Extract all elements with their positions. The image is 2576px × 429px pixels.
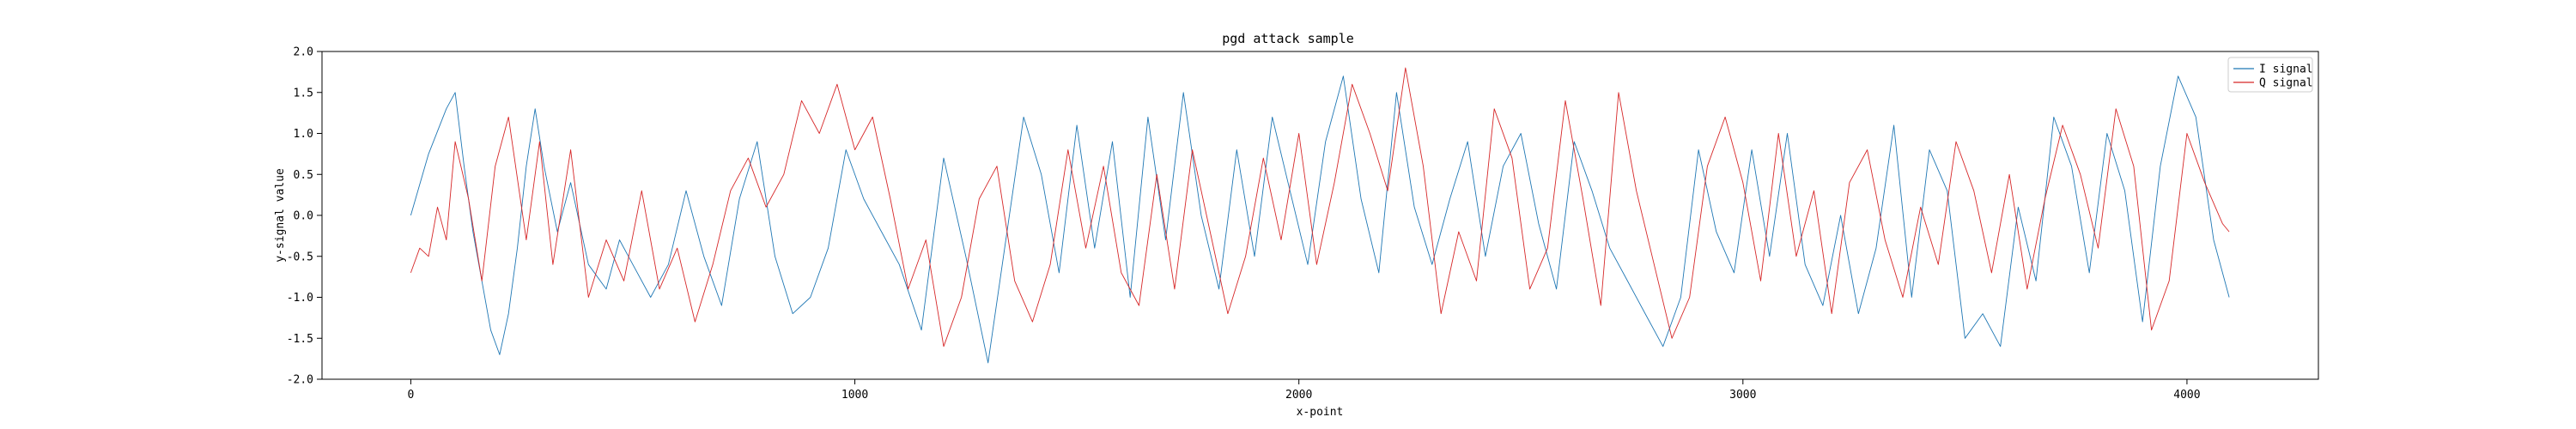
x-tick-label: 3000	[1729, 389, 1756, 402]
y-tick-label: 0.5	[294, 169, 313, 182]
chart-title: pgd attack sample	[1222, 31, 1354, 46]
x-tick-label: 1000	[841, 389, 868, 402]
y-tick-label: 1.5	[294, 87, 313, 100]
y-axis: 2.0 1.5 1.0 0.5 0.0 -0.5 -1.0 -1.5 -2.0	[287, 46, 322, 387]
y-tick-label: 1.0	[294, 128, 313, 141]
y-tick-label: -0.5	[287, 251, 313, 263]
i-signal-line	[410, 76, 2230, 364]
y-tick-label: 0.0	[294, 210, 313, 223]
q-signal-line	[410, 67, 2230, 347]
legend-label: I signal	[2259, 63, 2313, 76]
x-tick-label: 0	[408, 389, 415, 402]
x-axis: 0 1000 2000 3000 4000	[408, 379, 2201, 402]
y-tick-label: 2.0	[294, 46, 313, 59]
y-tick-label: -2.0	[287, 374, 313, 387]
series-layer	[410, 67, 2230, 364]
y-axis-label: y-signal value	[274, 168, 287, 263]
y-tick-label: -1.5	[287, 333, 313, 346]
x-tick-label: 2000	[1285, 389, 1312, 402]
y-tick-label: -1.0	[287, 292, 313, 305]
legend-label: Q signal	[2259, 77, 2313, 90]
legend-box	[2227, 57, 2313, 93]
x-axis-label: x-point	[1297, 406, 1344, 419]
x-tick-label: 4000	[2173, 389, 2200, 402]
